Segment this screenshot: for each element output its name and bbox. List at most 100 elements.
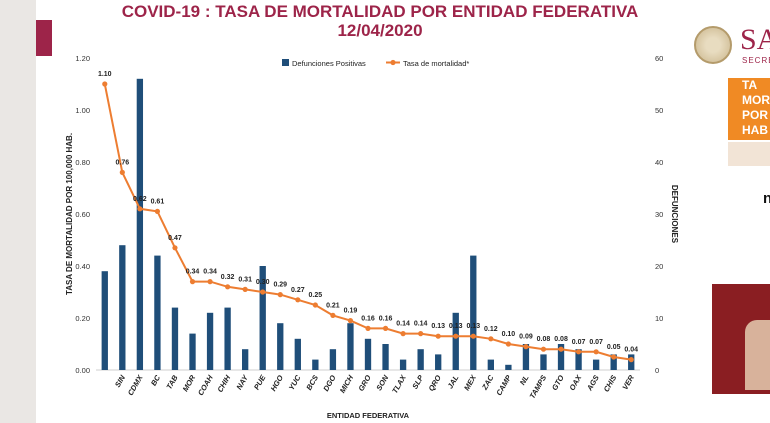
rate-data-label: 0.19 (344, 308, 358, 315)
rate-data-label: 1.10 (98, 71, 112, 78)
rate-data-label: 0.10 (502, 331, 516, 338)
rate-point (207, 279, 213, 285)
rate-data-label: 0.04 (624, 347, 638, 354)
category-label: DGO (321, 373, 337, 392)
video-person-image (745, 320, 770, 390)
y-tick-label: 1.20 (75, 54, 90, 63)
category-label: BC (149, 373, 163, 387)
rate-point (347, 318, 354, 324)
y2-tick-label: 60 (655, 54, 663, 63)
legend-bar-swatch (282, 59, 289, 66)
category-label: HGO (269, 373, 285, 392)
rate-data-label: 0.05 (607, 344, 621, 351)
bar (242, 349, 249, 370)
rate-data-label: 0.21 (326, 302, 340, 309)
left-background (0, 0, 36, 423)
rate-data-label: 0.47 (168, 235, 182, 242)
bar (575, 349, 582, 370)
category-label: QRO (427, 373, 443, 392)
y-tick-label: 0.60 (75, 210, 90, 219)
side-info-line: TA (742, 78, 758, 92)
y2-tick-label: 30 (655, 210, 663, 219)
bar (610, 354, 617, 370)
rate-point (611, 354, 617, 360)
bar (628, 354, 635, 370)
rate-point (295, 297, 301, 303)
bar (259, 266, 266, 370)
rate-point (523, 344, 529, 350)
rate-data-label: 0.07 (572, 339, 586, 346)
category-label: SIN (113, 373, 127, 389)
category-label: COAH (196, 373, 215, 397)
rate-point (540, 346, 547, 352)
rate-data-label: 0.09 (519, 334, 533, 341)
rate-data-label: 0.16 (361, 315, 375, 322)
rate-point (312, 302, 318, 308)
legend-line-marker (390, 59, 396, 66)
y-tick-label: 0.40 (75, 262, 90, 271)
bar (347, 323, 354, 370)
bar (294, 338, 301, 370)
bar (505, 364, 512, 370)
rate-data-label: 0.14 (414, 321, 428, 328)
category-label: SON (374, 373, 390, 392)
rate-point (382, 325, 389, 331)
category-label: TLAX (390, 373, 408, 395)
rate-point (225, 284, 231, 290)
category-label: CDMX (126, 373, 145, 397)
bar (189, 333, 196, 370)
chart-title: COVID-19 : TASA DE MORTALIDAD POR ENTIDA… (60, 2, 700, 40)
bar (154, 255, 161, 370)
bar (435, 354, 442, 370)
title-line: COVID-19 : TASA DE MORTALIDAD POR ENTIDA… (121, 2, 639, 21)
rate-point (189, 279, 196, 285)
side-partial-text: n (763, 190, 770, 207)
brand-logo-subtext: SECRE (742, 56, 770, 65)
bar (452, 312, 459, 370)
rate-point (558, 346, 564, 352)
category-label: BCS (304, 374, 320, 392)
category-label: YUC (287, 373, 303, 392)
category-label: TAMPS (528, 374, 549, 401)
y-tick-label: 0.80 (75, 158, 90, 167)
category-label: TAB (164, 373, 180, 391)
rate-point (330, 312, 336, 318)
rate-point (505, 341, 511, 347)
rate-data-label: 0.13 (449, 323, 463, 330)
rate-point (260, 289, 266, 295)
rate-point (488, 336, 494, 342)
rate-data-label: 0.34 (203, 269, 217, 276)
rate-data-label: 0.32 (221, 274, 235, 281)
y2-tick-label: 0 (655, 366, 659, 375)
rate-data-label: 0.76 (116, 159, 130, 166)
rate-data-label: 0.07 (589, 339, 603, 346)
side-info-line: POR (742, 108, 769, 122)
y2-tick-label: 10 (655, 314, 663, 323)
side-info-line: MOR (742, 93, 770, 107)
rate-point (575, 349, 582, 355)
bar (540, 354, 547, 370)
bar (417, 349, 424, 370)
bar (136, 78, 144, 371)
rate-data-label: 0.13 (431, 323, 445, 330)
rate-data-label: 0.30 (256, 279, 270, 286)
legend-bar-label: Defunciones Positivas (292, 59, 366, 68)
bar (329, 349, 337, 370)
y-axis-title: TASA DE MORTALIDAD POR 100,000 HAB. (65, 133, 74, 295)
rate-point (418, 331, 424, 337)
bar (399, 359, 407, 370)
bar (206, 312, 214, 370)
side-info-box: TA MOR POR HAB (728, 78, 770, 140)
rate-data-label: 0.14 (396, 321, 410, 328)
rate-data-label: 0.08 (537, 336, 551, 343)
rate-point (365, 325, 371, 331)
y-tick-label: 0.20 (75, 314, 90, 323)
category-label: OAX (567, 373, 583, 392)
category-label: PUE (252, 373, 268, 392)
rate-point (470, 333, 476, 339)
rate-data-label: 0.31 (238, 276, 252, 283)
rate-point (628, 357, 634, 363)
category-label: ZAC (480, 373, 496, 392)
rate-point (593, 349, 599, 355)
